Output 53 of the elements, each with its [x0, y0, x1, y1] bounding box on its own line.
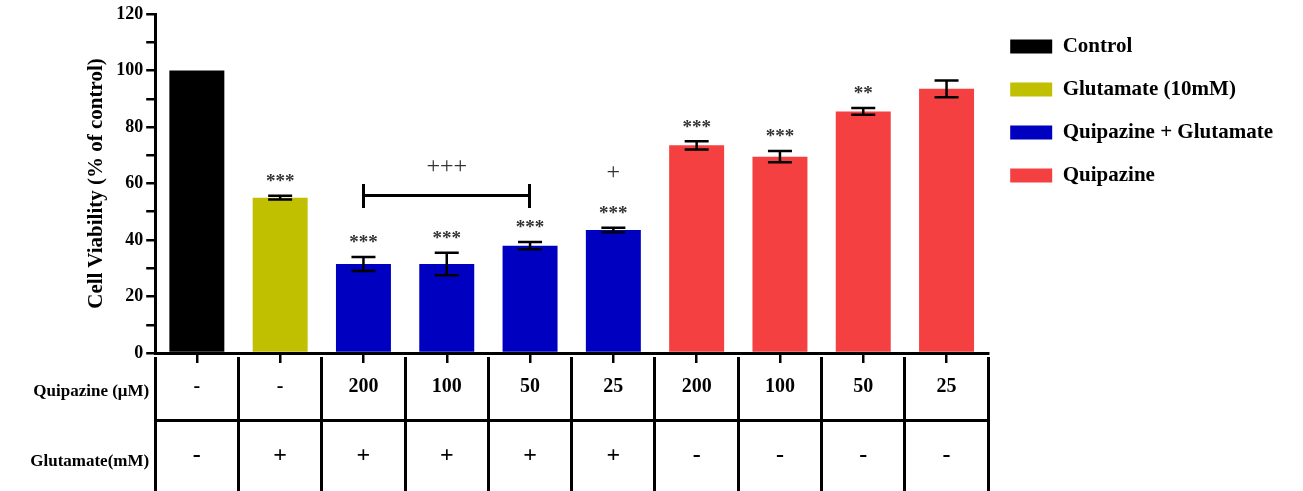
text: +	[272, 441, 288, 468]
annotation: +	[605, 157, 622, 185]
data-label: ***	[599, 202, 628, 224]
text: Glutamate(mM)	[30, 451, 150, 471]
bar	[919, 88, 975, 352]
x-axis-title: Quipazine (μM)	[33, 381, 150, 401]
text: +	[355, 441, 372, 468]
bar	[669, 145, 725, 352]
x-tick-label: 200	[348, 374, 379, 397]
x-tick-label: 25	[603, 374, 624, 397]
x-tick-label: 50	[853, 374, 874, 397]
y-tick-label: 120	[116, 2, 144, 23]
legend-label: Glutamate (10mM)	[1062, 75, 1236, 100]
legend-label: Quipazine	[1062, 161, 1155, 186]
data-label: ***	[682, 115, 711, 137]
bar	[252, 197, 308, 352]
bar	[752, 156, 808, 352]
y-tick-label: 40	[125, 228, 144, 249]
data-label: ***	[432, 227, 461, 249]
text: +	[522, 441, 538, 468]
x-tick-label: 100	[431, 374, 462, 397]
data-label: ***	[515, 216, 545, 238]
text: -	[941, 441, 952, 468]
x-tick-label: 200	[681, 374, 712, 397]
x-tick-label: 50	[520, 374, 541, 397]
x-tick-label: 100	[764, 374, 795, 397]
data-label: **	[853, 82, 873, 104]
bar	[835, 111, 891, 352]
x-tick-label: 25	[936, 374, 957, 397]
data-label: ***	[265, 170, 295, 192]
annotation: +++	[425, 151, 469, 179]
bar	[335, 264, 391, 352]
x-tick-label: -	[193, 374, 201, 397]
text: -	[691, 441, 702, 468]
y-tick-label: 100	[116, 59, 144, 80]
data-label: ***	[349, 231, 378, 253]
x-tick-label: -	[276, 374, 284, 397]
y-tick-label: 60	[125, 172, 144, 193]
bar	[419, 264, 475, 352]
legend-label: Control	[1062, 32, 1133, 57]
y-tick-label: 20	[125, 285, 144, 306]
y-tick-label: 80	[125, 115, 144, 136]
text: +	[438, 441, 455, 468]
text: -	[774, 441, 785, 468]
text: +	[605, 441, 622, 468]
text: -	[858, 441, 869, 468]
y-tick-label: 0	[134, 341, 144, 362]
bar	[502, 245, 558, 352]
text: -	[191, 441, 202, 468]
y-axis-title: Cell Viability (% of control)	[83, 58, 108, 309]
legend-label: Quipazine + Glutamate	[1062, 118, 1274, 143]
data-label: ***	[765, 125, 795, 147]
bar	[585, 230, 641, 352]
